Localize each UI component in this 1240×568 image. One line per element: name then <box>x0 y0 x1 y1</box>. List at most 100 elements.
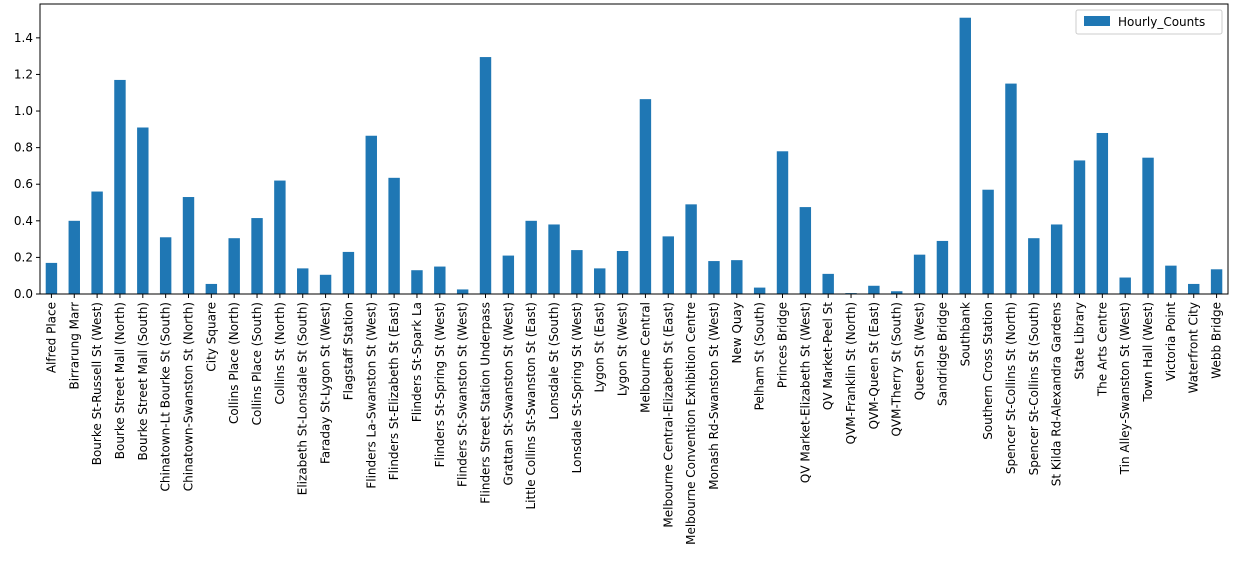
x-tick-label: QV Market-Elizabeth St (West) <box>798 302 812 483</box>
bar <box>776 151 789 294</box>
bar <box>1096 132 1109 294</box>
x-tick-label: QVM-Therry St (South) <box>890 302 904 437</box>
bar <box>708 261 720 294</box>
bar <box>685 204 697 294</box>
bar <box>1119 277 1131 294</box>
bar <box>822 273 834 294</box>
bar <box>205 283 218 294</box>
y-tick-label: 0.0 <box>14 287 33 301</box>
x-tick-label: Flinders La-Swanston St (West) <box>364 302 378 489</box>
x-tick-label: The Arts Centre <box>1095 302 1109 397</box>
x-tick-label: Bourke St-Russell St (West) <box>90 302 104 465</box>
bar <box>913 254 926 294</box>
bar <box>891 291 903 294</box>
bar <box>639 99 652 294</box>
x-tick-label: Birrarung Marr <box>67 302 81 390</box>
x-tick-label: Lonsdale St (South) <box>547 302 561 420</box>
plot-frame <box>39 3 1229 295</box>
bar <box>571 250 583 294</box>
bar <box>982 189 994 294</box>
y-tick-label: 0.2 <box>14 250 33 264</box>
x-tick-label: Bourke Street Mall (South) <box>136 302 150 461</box>
x-tick-label: Flinders St-Swanston St (West) <box>456 302 470 487</box>
bar <box>959 17 971 294</box>
x-tick-label: Monash Rd-Swanston St (West) <box>707 302 721 490</box>
legend-box <box>1075 9 1223 35</box>
x-tick-label: Sandridge Bridge <box>935 302 949 406</box>
legend-swatch <box>1084 16 1110 26</box>
bar <box>68 220 80 294</box>
x-tick-label: Waterfront City <box>1187 302 1201 393</box>
x-tick-label: Little Collins St-Swanston St (East) <box>524 302 538 510</box>
x-tick-label: Alfred Place <box>44 302 58 373</box>
bar <box>319 274 332 294</box>
x-tick-label: Collins Place (North) <box>227 302 241 424</box>
x-tick-label: City Square <box>204 302 218 372</box>
x-tick-label: Collins Place (South) <box>250 302 264 425</box>
bar <box>594 268 606 294</box>
bar <box>525 220 537 294</box>
x-tick-label: Queen St (West) <box>913 302 927 400</box>
x-tick-label: St Kilda Rd-Alexandra Gardens <box>1050 302 1064 486</box>
y-axis: 0.0 0.2 0.4 0.6 0.8 1.0 1.2 1.4 <box>14 31 40 301</box>
x-tick-label: Tin Alley-Swanston St (West) <box>1118 302 1132 475</box>
x-tick-label: Spencer St-Collins St (South) <box>1027 302 1041 475</box>
bar <box>1050 224 1063 294</box>
bar <box>365 135 377 294</box>
x-tick-label: Flinders St-Elizabeth St (East) <box>387 302 401 480</box>
x-tick-label: Lonsdale St-Spring St (West) <box>570 302 584 473</box>
bar <box>297 268 309 294</box>
x-tick-label: Lygon St (East) <box>593 302 607 392</box>
x-tick-label: Flagstaff Station <box>341 302 355 400</box>
x-tick-label: QVM-Franklin St (North) <box>844 302 858 444</box>
x-tick-label: Southbank <box>958 302 972 366</box>
x-tick-label: Spencer St-Collins St (North) <box>1004 302 1018 474</box>
x-tick-label: Flinders St-Spark La <box>410 302 424 422</box>
x-tick-label: Town Hall (West) <box>1141 302 1155 403</box>
bar <box>114 79 126 295</box>
bar <box>1210 269 1223 294</box>
x-tick-label: Flinders Street Station Underpass <box>479 302 493 504</box>
bar <box>274 180 286 294</box>
x-tick-label: Chinatown-Swanston St (North) <box>182 302 196 491</box>
x-tick-label: Melbourne Central <box>638 302 652 413</box>
bar <box>479 57 492 295</box>
bar <box>388 177 400 294</box>
bar <box>616 251 629 294</box>
bar <box>1142 157 1154 294</box>
x-tick-label: Flinders St-Spring St (West) <box>433 302 447 467</box>
bar <box>137 127 149 294</box>
bar <box>1188 283 1200 294</box>
bar <box>502 255 515 294</box>
y-tick-label: 1.0 <box>14 104 33 118</box>
legend-label: Hourly_Counts <box>1118 15 1205 29</box>
bar <box>1073 160 1086 294</box>
x-tick-label: QVM-Queen St (East) <box>867 302 881 429</box>
y-tick-label: 0.8 <box>14 141 33 155</box>
bar <box>228 238 240 294</box>
bar <box>45 262 58 294</box>
bar <box>456 289 469 294</box>
x-tick-label: Chinatown-Lt Bourke St (South) <box>159 302 173 492</box>
x-tick-label: Pelham St (South) <box>753 302 767 410</box>
x-tick-label: Victoria Point <box>1164 302 1178 381</box>
x-tick-label: Princes Bridge <box>776 302 790 388</box>
bar <box>799 207 812 294</box>
bar <box>434 266 446 294</box>
bars-group <box>45 17 1223 295</box>
x-axis: Alfred Place Birrarung Marr Bourke St-Russ… <box>44 294 1224 545</box>
y-tick-label: 1.4 <box>14 31 33 45</box>
bar <box>1165 265 1177 294</box>
x-tick-label: Melbourne Convention Exhibition Centre <box>684 302 698 545</box>
x-tick-label: Elizabeth St-Lonsdale St (South) <box>296 302 310 495</box>
bar <box>731 260 743 294</box>
x-tick-label: Faraday St-Lygon St (West) <box>319 302 333 464</box>
bar <box>342 251 355 294</box>
bar <box>182 197 195 294</box>
bar <box>548 224 560 294</box>
x-tick-label: State Library <box>1073 302 1087 380</box>
bar <box>753 287 766 294</box>
legend: Hourly_Counts <box>1075 9 1223 35</box>
x-tick-label: Webb Bridge <box>1210 302 1224 379</box>
